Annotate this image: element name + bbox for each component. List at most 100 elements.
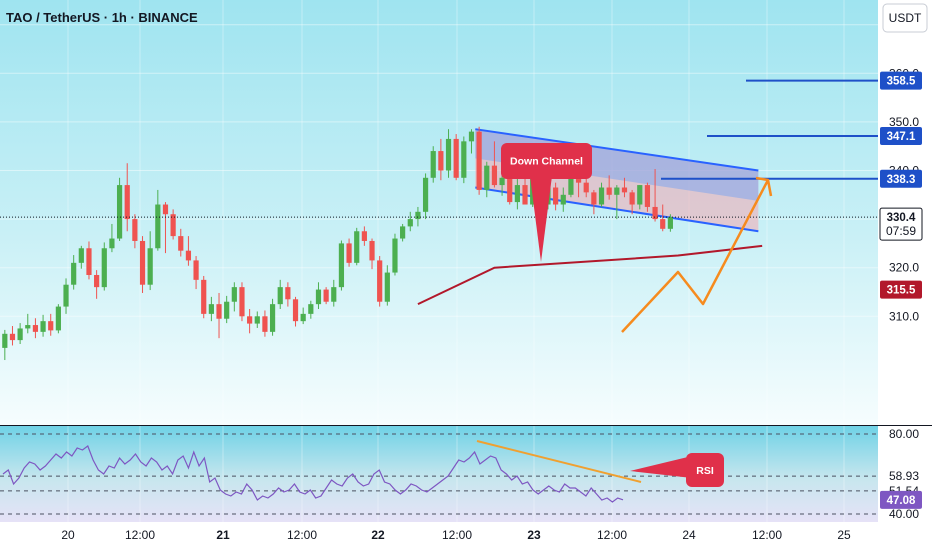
- down-channel-callout[interactable]: Down Channel: [501, 143, 592, 262]
- rsi-pane[interactable]: [0, 433, 878, 515]
- projection-path[interactable]: [621, 179, 770, 333]
- candle-body[interactable]: [247, 316, 253, 324]
- candle-body[interactable]: [568, 168, 574, 195]
- candle-body[interactable]: [300, 313, 306, 322]
- price-axis[interactable]: 310.0320.0330.0340.0350.0360.0358.5347.1…: [879, 66, 923, 323]
- candle-body[interactable]: [583, 182, 589, 193]
- candle-body[interactable]: [17, 328, 23, 341]
- rsi-line[interactable]: [2, 445, 624, 503]
- candle-body[interactable]: [277, 287, 283, 305]
- candle-body[interactable]: [155, 204, 161, 249]
- candle-body[interactable]: [170, 214, 176, 237]
- candle-body[interactable]: [2, 333, 8, 348]
- candle-body[interactable]: [461, 141, 467, 178]
- candle-body[interactable]: [201, 279, 207, 314]
- candle-body[interactable]: [178, 236, 184, 251]
- target-price-badge[interactable]: 358.5: [880, 71, 922, 90]
- rsi-value-badge[interactable]: 47.08: [880, 490, 922, 509]
- candle-body[interactable]: [86, 248, 92, 275]
- candle-body[interactable]: [522, 185, 528, 205]
- candle-body[interactable]: [254, 316, 260, 324]
- candle-body[interactable]: [644, 185, 651, 207]
- candle-body[interactable]: [453, 138, 459, 178]
- candle-body[interactable]: [193, 260, 199, 280]
- candle-body[interactable]: [484, 165, 490, 190]
- candle-body[interactable]: [224, 301, 230, 319]
- candle-body[interactable]: [476, 131, 482, 190]
- candle-body[interactable]: [560, 194, 566, 205]
- candle-body[interactable]: [354, 231, 360, 263]
- candle-body[interactable]: [315, 289, 322, 305]
- candle-body[interactable]: [94, 274, 100, 288]
- candle-body[interactable]: [637, 185, 643, 205]
- candle-body[interactable]: [323, 289, 329, 302]
- candle-body[interactable]: [185, 250, 192, 261]
- candle-body[interactable]: [430, 151, 436, 178]
- candle-body[interactable]: [331, 287, 337, 302]
- candle-body[interactable]: [438, 151, 444, 171]
- candle-body[interactable]: [407, 219, 413, 227]
- candle-body[interactable]: [499, 177, 505, 186]
- candle-body[interactable]: [25, 325, 31, 329]
- candle-body[interactable]: [468, 131, 475, 142]
- candle-body[interactable]: [667, 217, 673, 229]
- candle-body[interactable]: [400, 226, 406, 239]
- candle-body[interactable]: [415, 211, 421, 220]
- candle-body[interactable]: [652, 206, 658, 220]
- candle-body[interactable]: [422, 177, 429, 212]
- candle-body[interactable]: [63, 284, 69, 307]
- candle-body[interactable]: [32, 325, 39, 332]
- candle-body[interactable]: [55, 306, 61, 331]
- candle-body[interactable]: [292, 299, 299, 322]
- rsi-callout[interactable]: RSI: [630, 453, 724, 487]
- candle-body[interactable]: [606, 187, 612, 195]
- candle-body[interactable]: [139, 240, 146, 285]
- candle-body[interactable]: [285, 287, 291, 300]
- candle-body[interactable]: [269, 304, 276, 332]
- candle-body[interactable]: [48, 321, 54, 331]
- candle-body[interactable]: [239, 287, 245, 317]
- candle-body[interactable]: [9, 333, 16, 341]
- symbol-title[interactable]: TAO / TetherUS · 1h · BINANCE: [6, 10, 198, 25]
- candle-body[interactable]: [377, 260, 383, 302]
- candle-body[interactable]: [660, 219, 666, 229]
- candle-body[interactable]: [338, 243, 345, 288]
- target-price-badge[interactable]: 347.1: [880, 126, 922, 145]
- candle-body[interactable]: [591, 192, 597, 205]
- candle-body[interactable]: [124, 185, 130, 220]
- candle-body[interactable]: [147, 248, 153, 285]
- candle-body[interactable]: [208, 304, 214, 314]
- candle-body[interactable]: [346, 243, 352, 263]
- candle-body[interactable]: [491, 165, 498, 186]
- candle-body[interactable]: [71, 262, 77, 285]
- ma-price-badge[interactable]: 315.5: [880, 280, 922, 299]
- candle-body[interactable]: [614, 187, 620, 195]
- candle-body[interactable]: [132, 219, 138, 241]
- candle-body[interactable]: [553, 187, 559, 205]
- channel-upper-line[interactable]: [475, 128, 759, 172]
- candle-body[interactable]: [101, 248, 107, 288]
- candle-body[interactable]: [109, 238, 115, 249]
- candle-body[interactable]: [514, 185, 520, 203]
- current-price-badge[interactable]: 330.407:59: [879, 207, 923, 241]
- candle-body[interactable]: [369, 240, 375, 261]
- candle-body[interactable]: [116, 185, 123, 239]
- target-price-badge[interactable]: 338.3: [880, 169, 922, 188]
- candle-body[interactable]: [384, 272, 390, 302]
- candle-body[interactable]: [629, 192, 635, 205]
- rsi-trendline[interactable]: [476, 440, 642, 483]
- candle-body[interactable]: [598, 187, 605, 205]
- candle-body[interactable]: [445, 138, 452, 171]
- candle-body[interactable]: [216, 304, 222, 319]
- currency-button[interactable]: USDT: [882, 3, 928, 33]
- candle-body[interactable]: [262, 316, 268, 332]
- candle-body[interactable]: [308, 304, 314, 314]
- time-axis[interactable]: 20 12:00 21 12:00 22 12:00 23 12:00 24 12:00 25: [61, 528, 851, 542]
- candle-body[interactable]: [361, 231, 367, 241]
- candle-body[interactable]: [392, 238, 398, 273]
- candle-body[interactable]: [162, 204, 169, 215]
- candle-body[interactable]: [231, 287, 237, 302]
- candle-body[interactable]: [40, 321, 46, 332]
